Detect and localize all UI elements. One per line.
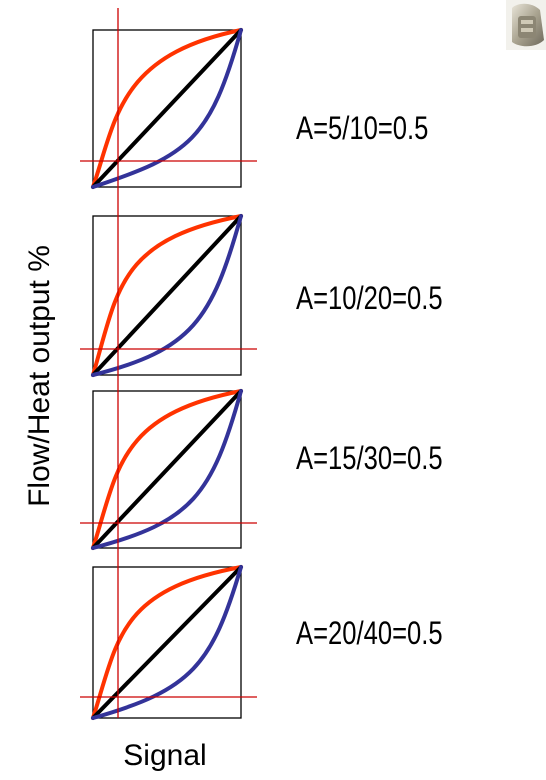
panel-4-convex-curve	[91, 565, 243, 720]
panel-3	[80, 389, 257, 550]
x-axis-label: Signal	[123, 739, 206, 772]
panel-4	[80, 565, 257, 720]
panel-2	[80, 214, 257, 377]
panel-2-ratio-label: A=10/20=0.5	[296, 280, 443, 316]
valve-photo-icon	[506, 0, 546, 50]
panel-4-ratio-label: A=20/40=0.5	[296, 615, 443, 651]
panel-1-linear-curve	[91, 28, 243, 189]
panel-2-frame	[92, 215, 242, 376]
panel-2-convex-curve	[91, 214, 243, 377]
panel-3-ratio-label: A=15/30=0.5	[296, 440, 443, 476]
panel-1-ratio-label: A=5/10=0.5	[296, 110, 429, 146]
panel-4-frame	[92, 566, 242, 719]
panel-2-concave-curve	[91, 214, 243, 377]
panel-3-convex-curve	[91, 389, 243, 550]
panel-3-concave-curve	[91, 389, 243, 550]
y-axis-label: Flow/Heat output %	[23, 245, 56, 507]
panel-4-concave-curve	[91, 565, 243, 720]
panel-1-convex-curve	[91, 28, 243, 189]
panel-1	[80, 28, 257, 189]
panel-3-frame	[92, 390, 242, 549]
panel-1-frame	[92, 29, 242, 188]
